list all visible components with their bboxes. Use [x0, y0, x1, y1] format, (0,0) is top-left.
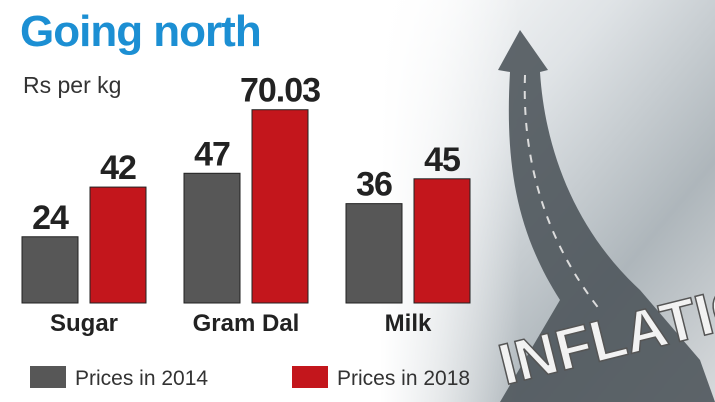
legend-swatch: [292, 366, 328, 388]
chart-title: Going north: [20, 7, 261, 56]
bar: [89, 186, 147, 304]
bar: [251, 109, 309, 304]
x-tick-label: Sugar: [50, 310, 118, 337]
x-tick-label: Gram Dal: [193, 310, 300, 337]
data-label: 42: [100, 149, 136, 187]
bar: [183, 172, 241, 304]
legend-label: Prices in 2014: [75, 367, 208, 390]
legend-label: Prices in 2018: [337, 367, 470, 390]
data-label: 47: [194, 135, 230, 173]
arrow-road: [498, 30, 715, 402]
data-label: 45: [424, 141, 460, 179]
x-tick-label: Milk: [385, 310, 432, 337]
road-line: [523, 74, 601, 311]
bar: [345, 203, 403, 304]
data-label: 70.03: [240, 72, 320, 110]
chart-subtitle: Rs per kg: [23, 72, 121, 98]
bar: [21, 236, 79, 304]
bar: [413, 178, 471, 304]
legend-swatch: [30, 366, 66, 388]
data-label: 36: [356, 166, 392, 204]
data-label: 24: [32, 199, 69, 237]
